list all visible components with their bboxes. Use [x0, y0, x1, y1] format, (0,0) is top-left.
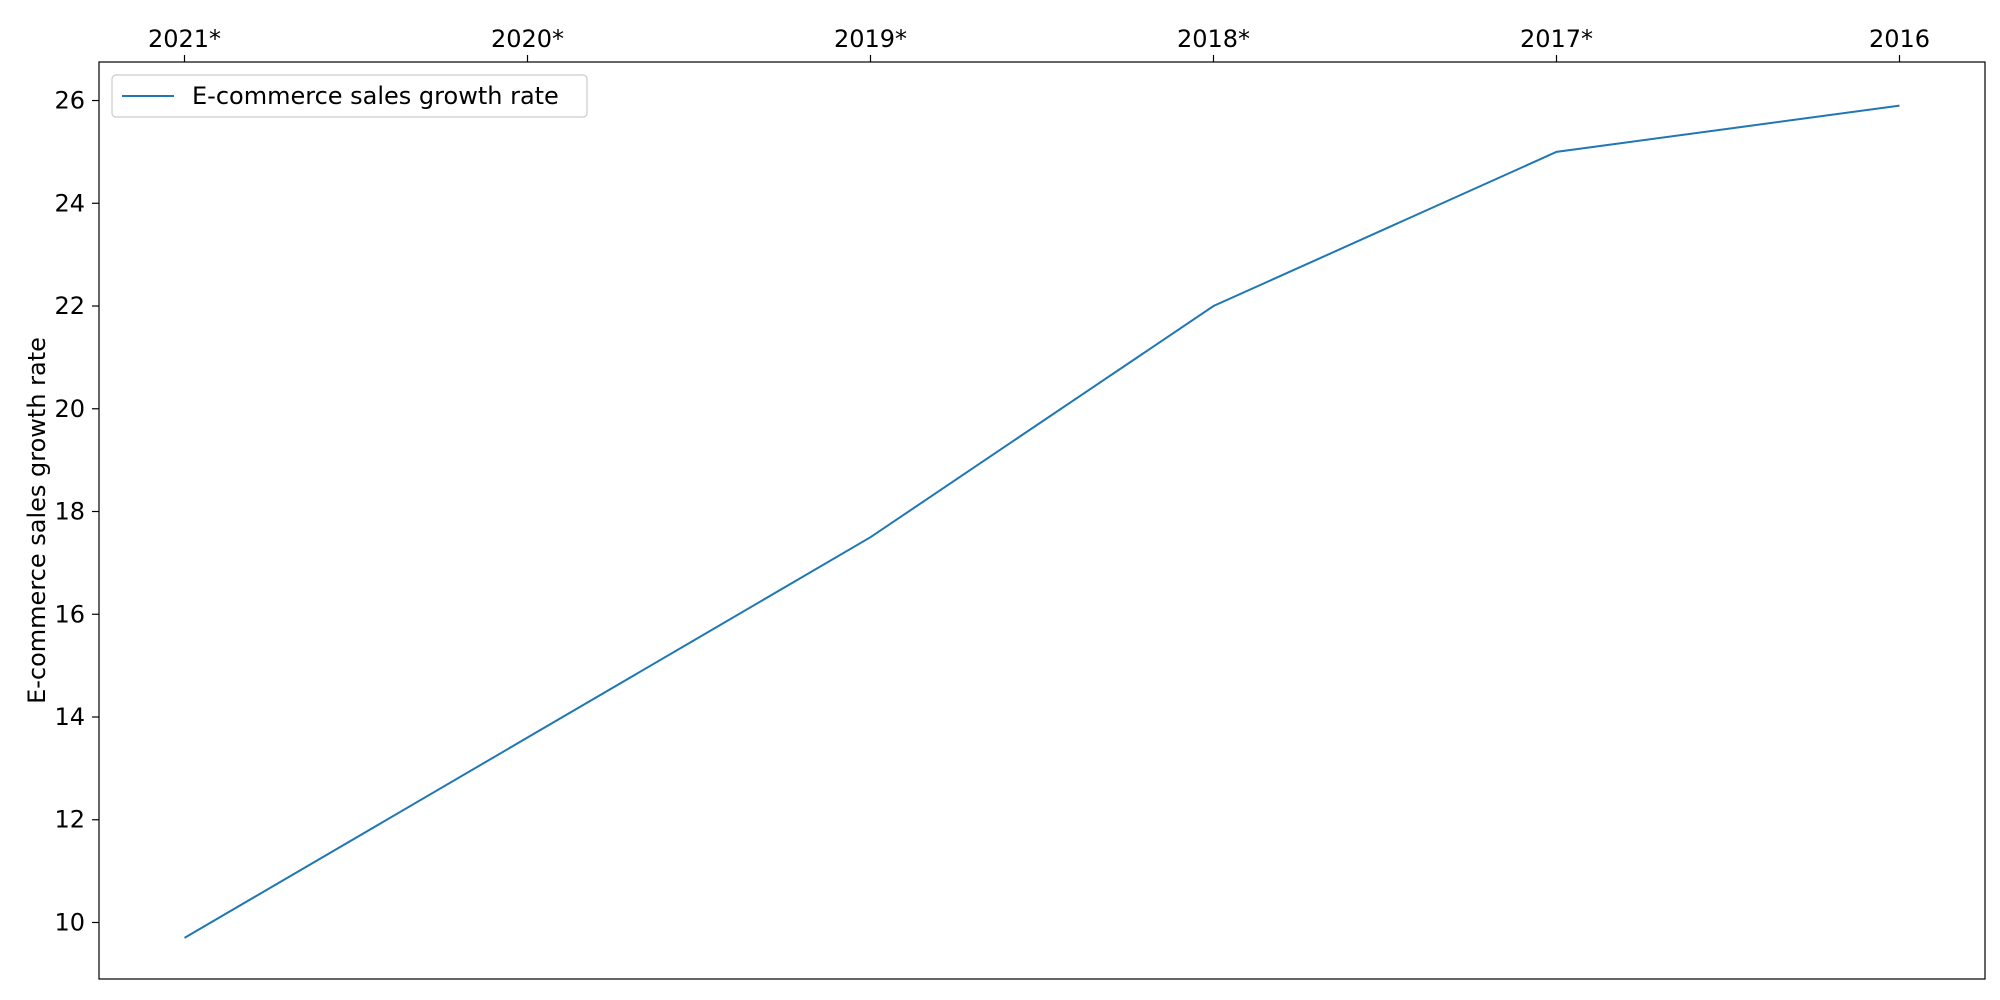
- y-tick-label: 24: [54, 189, 85, 217]
- x-tick-label: 2016: [1869, 25, 1930, 53]
- plot-area: [99, 62, 1985, 979]
- y-tick-label: 16: [54, 600, 85, 628]
- x-tick-label: 2020*: [491, 25, 564, 53]
- y-tick-label: 12: [54, 806, 85, 834]
- y-axis: 10 12 14 16 18 20 22 24 26: [54, 87, 99, 936]
- plot-frame: [98, 61, 1986, 980]
- legend-box: [111, 74, 588, 118]
- legend: E-commerce sales growth rate: [111, 74, 588, 118]
- y-tick-label: 26: [54, 87, 85, 115]
- series-layer: [183, 104, 1900, 939]
- y-axis-label: E-commerce sales growth rate: [23, 337, 51, 704]
- legend-entry-label: E-commerce sales growth rate: [192, 82, 559, 110]
- x-axis: 2021* 2020* 2019* 2018* 2017* 2016: [148, 25, 1930, 62]
- y-tick-label: 10: [54, 908, 85, 936]
- y-tick-label: 20: [54, 395, 85, 423]
- x-tick-label: 2019*: [834, 25, 907, 53]
- x-tick-label: 2021*: [148, 25, 221, 53]
- y-tick-label: 14: [54, 703, 85, 731]
- y-tick-label: 22: [54, 292, 85, 320]
- series-line: [183, 104, 1900, 939]
- x-tick-label: 2017*: [1520, 25, 1593, 53]
- x-tick-label: 2018*: [1177, 25, 1250, 53]
- y-tick-label: 18: [54, 498, 85, 526]
